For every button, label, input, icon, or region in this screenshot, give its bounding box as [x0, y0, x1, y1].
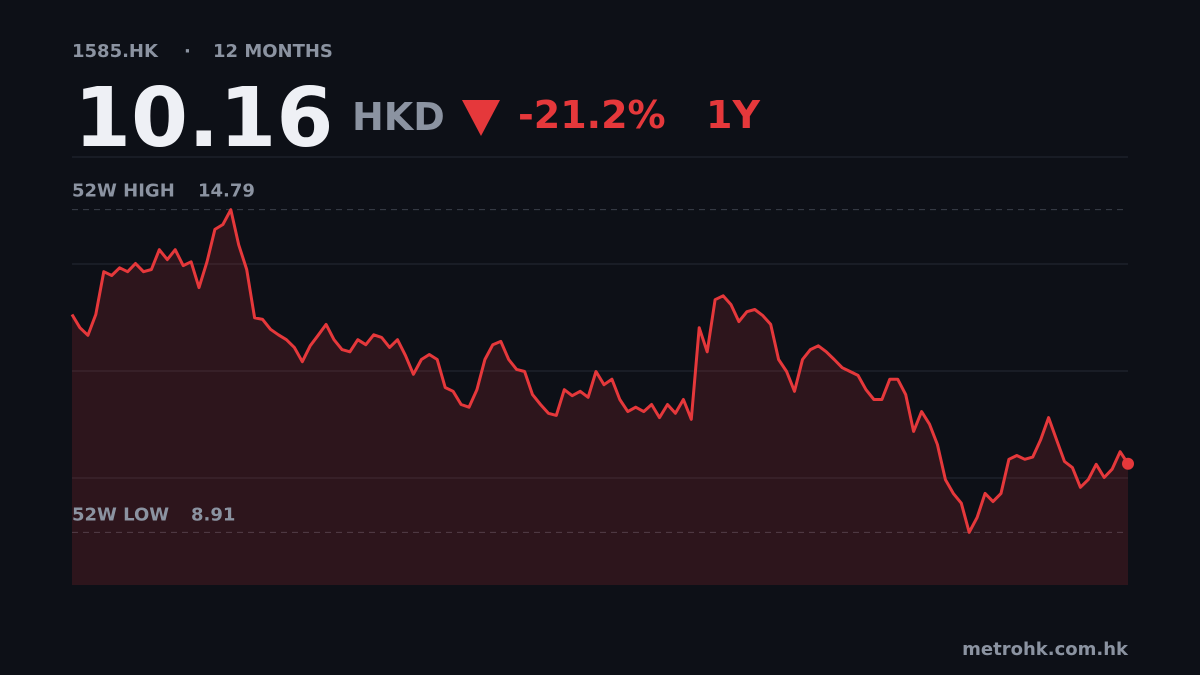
area-fill — [72, 209, 1128, 585]
low-label: 52W LOW — [72, 504, 169, 525]
source: metrohk.com.hk — [962, 639, 1129, 660]
currency: HKD — [352, 95, 445, 139]
separator: · — [184, 41, 191, 62]
low-value: 8.91 — [191, 504, 235, 525]
last-point — [1122, 457, 1134, 470]
price-line — [70, 208, 1130, 534]
range: 1Y — [706, 93, 760, 137]
down-arrow — [462, 100, 500, 136]
high-label: 52W HIGH — [72, 181, 175, 202]
high-value: 14.79 — [198, 181, 255, 202]
price: 10.16 — [74, 71, 333, 166]
change: -21.2% — [518, 93, 666, 137]
period: 12 MONTHS — [213, 41, 333, 62]
ticker: 1585.HK — [72, 41, 159, 62]
